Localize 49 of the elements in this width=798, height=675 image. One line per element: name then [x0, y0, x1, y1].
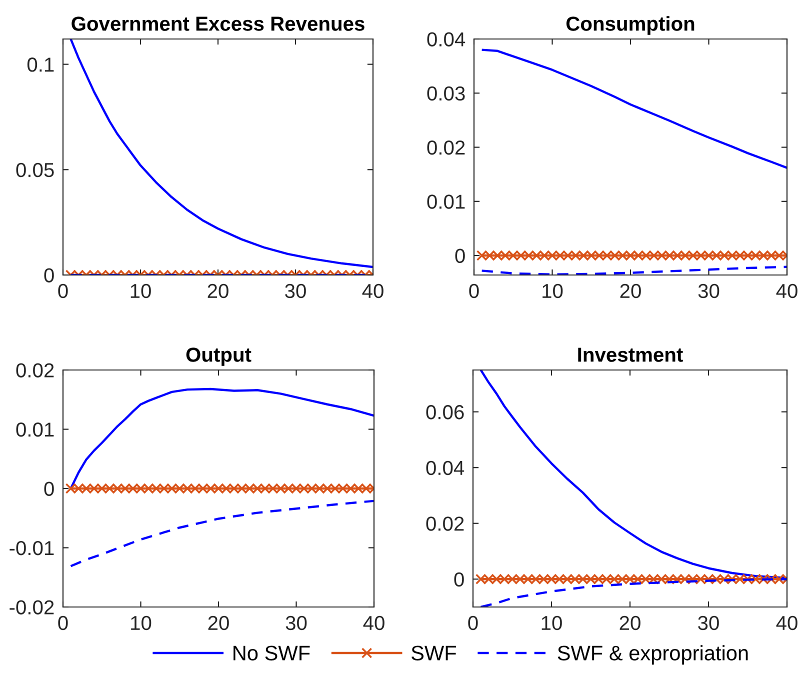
x-tick-label: 0	[469, 284, 479, 298]
line-series	[70, 500, 374, 568]
line-series	[480, 266, 787, 275]
x-tick-label: 0	[468, 616, 478, 630]
line-series	[70, 39, 373, 268]
y-tick-label: 0.02	[427, 140, 465, 155]
y-tick-label: 0.01	[16, 422, 54, 437]
legend-label: SWF	[412, 646, 456, 660]
y-tick-label: -0.01	[10, 540, 54, 556]
chart-title: Consumption	[566, 16, 694, 35]
y-tick-label: -0.02	[10, 600, 54, 614]
x-tick-label: 10	[542, 616, 562, 630]
y-tick-label: 0.04	[426, 460, 464, 476]
chart-title: Investment	[578, 348, 683, 362]
x-tick-label: 40	[776, 284, 798, 298]
y-tick-label: 0	[455, 248, 465, 264]
x-tick-label: 0	[58, 284, 68, 298]
x-tick-label: 20	[208, 616, 229, 630]
x-tick-label: 10	[542, 284, 563, 298]
x-tick-label: 20	[208, 284, 228, 298]
x-tick-label: 40	[362, 284, 384, 298]
x-tick-label: 10	[130, 284, 151, 298]
x-tick-label: 0	[58, 616, 68, 630]
line-series	[70, 388, 374, 490]
y-tick-label: 0	[454, 572, 464, 587]
y-tick-label: 0.06	[426, 405, 464, 420]
y-tick-label: 0.03	[427, 86, 465, 101]
y-tick-label: 0.04	[427, 32, 466, 46]
y-tick-label: 0.1	[27, 58, 54, 72]
y-tick-label: 0.01	[427, 194, 465, 209]
y-tick-label: 0	[44, 268, 54, 282]
x-tick-label: 40	[776, 616, 798, 630]
line-series	[480, 48, 787, 169]
x-tick-label: 40	[363, 616, 384, 630]
x-tick-label: 30	[286, 616, 307, 630]
x-tick-label: 30	[698, 284, 720, 298]
legend-label: SWF & expropriation	[558, 645, 748, 665]
y-tick-label: 0	[44, 482, 54, 496]
y-tick-label: 0.02	[426, 516, 464, 531]
x-tick-label: 20	[620, 616, 640, 630]
legend-label: No SWF	[234, 646, 310, 660]
x-tick-label: 30	[698, 616, 719, 630]
chart-title: Government Excess Revenues	[72, 16, 364, 31]
x-tick-label: 10	[131, 616, 152, 630]
y-tick-label: 0.02	[16, 363, 54, 378]
y-tick-label: 0.05	[16, 162, 54, 178]
x-tick-label: 30	[285, 284, 306, 298]
x-tick-label: 20	[620, 284, 641, 298]
chart-title: Output	[186, 348, 252, 366]
